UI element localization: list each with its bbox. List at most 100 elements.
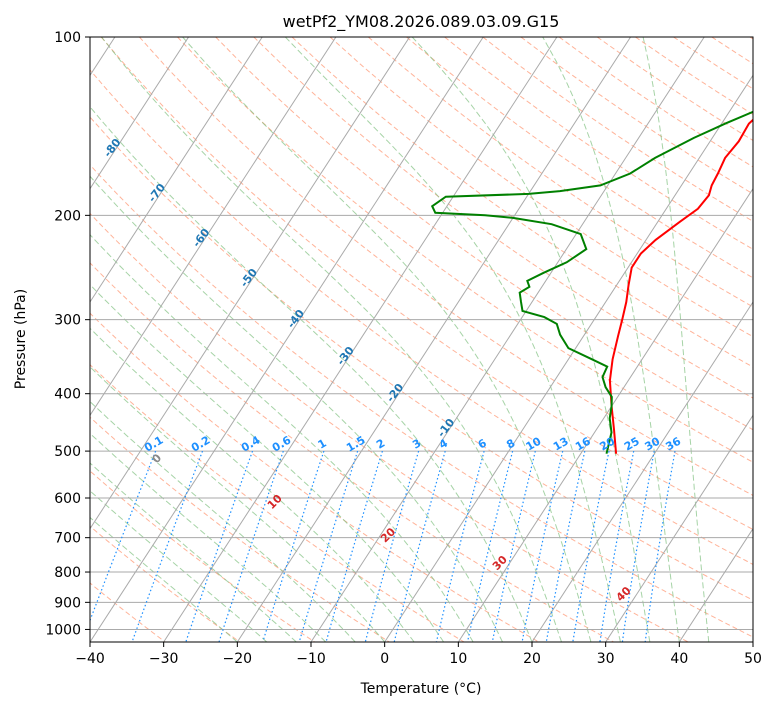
isotherm-line (163, 37, 558, 642)
y-tick-label: 300 (54, 313, 81, 329)
dry-adiabat-line (253, 37, 753, 399)
y-tick-label: 100 (54, 30, 81, 46)
mixing-ratio-line (545, 450, 586, 642)
isotherm-label: -50 (238, 266, 261, 290)
mixing-ratio-line (621, 450, 655, 642)
dry-adiabat-line (90, 312, 540, 642)
dry-adiabat-line (749, 37, 753, 40)
moist-adiabat-line (90, 233, 474, 642)
mixing-ratio-line (521, 450, 564, 642)
moist-adiabat-line (90, 175, 503, 642)
isotherm-line (752, 641, 753, 642)
temperature-line (608, 118, 753, 454)
moist-adiabat-line (90, 432, 327, 642)
mixing-ratio-line (298, 450, 359, 642)
moist-adiabats (90, 37, 710, 642)
mixing-ratio-label: 2 (374, 437, 387, 452)
dewpoint-line (430, 110, 753, 454)
isotherm-label: -40 (285, 307, 308, 331)
x-tick-label: 30 (597, 651, 615, 667)
mixing-ratio-line (393, 450, 446, 642)
y-tick-label: 400 (54, 387, 81, 403)
x-tick-label: 50 (744, 651, 762, 667)
mixing-ratio-line (599, 450, 635, 642)
isotherm-label: -70 (146, 181, 169, 205)
chart-title: wetPf2_YM08.2026.089.03.09.G15 (283, 12, 560, 32)
mixing-ratio-line (466, 450, 514, 642)
pressure-gridlines (90, 37, 753, 630)
moist-adiabat-line (90, 490, 268, 642)
isotherm-line (90, 37, 263, 303)
dry-adiabat-label: 0 (150, 451, 165, 466)
dry-adiabat-line (367, 37, 753, 308)
dry-adiabat-line (90, 116, 753, 601)
x-tick-label: −40 (75, 651, 105, 667)
dry-adiabat-line (177, 37, 753, 463)
dry-adiabat-line (520, 37, 753, 195)
dry-adiabat-line (482, 37, 753, 222)
mixing-ratio-label: 8 (504, 437, 517, 452)
dry-adiabat-line (90, 470, 315, 642)
dry-adiabat-line (100, 37, 753, 530)
moist-adiabat-line (542, 37, 680, 642)
moist-adiabat-line (90, 327, 415, 642)
isotherm-label: -100 (16, 33, 43, 63)
isotherm-label: -80 (101, 136, 124, 160)
x-tick-label: 0 (380, 651, 389, 667)
y-tick-label: 500 (54, 444, 81, 460)
x-tick-label: 40 (670, 651, 688, 667)
isotherm-line (531, 301, 753, 642)
isotherm-line (605, 414, 753, 642)
isotherm-line (90, 37, 337, 417)
y-tick-label: 900 (54, 595, 81, 611)
y-tick-label: 600 (54, 491, 81, 507)
isotherm-line (310, 37, 705, 642)
dry-adiabats (90, 37, 753, 642)
y-tick-label: 200 (54, 208, 81, 224)
moist-adiabat-line (101, 37, 562, 642)
dry-adiabat-line (90, 582, 166, 642)
mixing-ratio-line (131, 450, 204, 642)
dry-adiabat-line (291, 37, 753, 368)
isotherm-line (90, 37, 190, 190)
moist-adiabat-line (90, 366, 386, 642)
mixing-ratio-line (90, 450, 157, 623)
plot-frame (89, 36, 754, 643)
mixing-ratio-line (491, 450, 536, 642)
isotherm-label: -10 (435, 416, 458, 440)
y-tick-label: 1000 (45, 622, 81, 638)
moist-adiabat-line (90, 400, 356, 642)
isotherm-label: -20 (384, 381, 407, 405)
isotherm-line (236, 37, 632, 642)
dry-adiabat-line (711, 37, 753, 65)
dry-adiabat-line (90, 416, 390, 642)
dry-adiabat-line (90, 212, 689, 642)
mixing-ratio-line (644, 450, 676, 642)
y-tick-label: 800 (54, 565, 81, 581)
x-tick-label: −10 (296, 651, 326, 667)
mixing-ratio-line (435, 450, 485, 642)
dry-adiabat-line (444, 37, 753, 250)
isotherm-line (384, 74, 753, 642)
mixing-ratio-line (364, 450, 420, 642)
dry-adiabat-line (139, 37, 753, 496)
dry-adiabat-line (673, 37, 753, 90)
dry-adiabat-line (90, 69, 753, 565)
moist-adiabat-line (284, 37, 621, 642)
moist-adiabat-line (90, 283, 445, 642)
dry-adiabat-label: 40 (614, 584, 634, 604)
moist-adiabat-line (642, 37, 710, 642)
x-axis: −40 −30 −20 −10 0 10 20 30 40 50 (75, 642, 762, 667)
isotherm-line (678, 527, 753, 642)
mixing-ratio-lines (90, 450, 676, 642)
moist-adiabat-line (90, 516, 238, 642)
dry-adiabat-line (90, 525, 241, 642)
isotherms (90, 37, 753, 642)
x-tick-label: −30 (149, 651, 179, 667)
moist-adiabat-line (90, 106, 533, 642)
dry-adiabat-line (596, 37, 753, 142)
dry-adiabat-line (90, 364, 465, 642)
x-axis-label: Temperature (°C) (360, 681, 482, 697)
isotherm-label: -30 (334, 344, 357, 368)
